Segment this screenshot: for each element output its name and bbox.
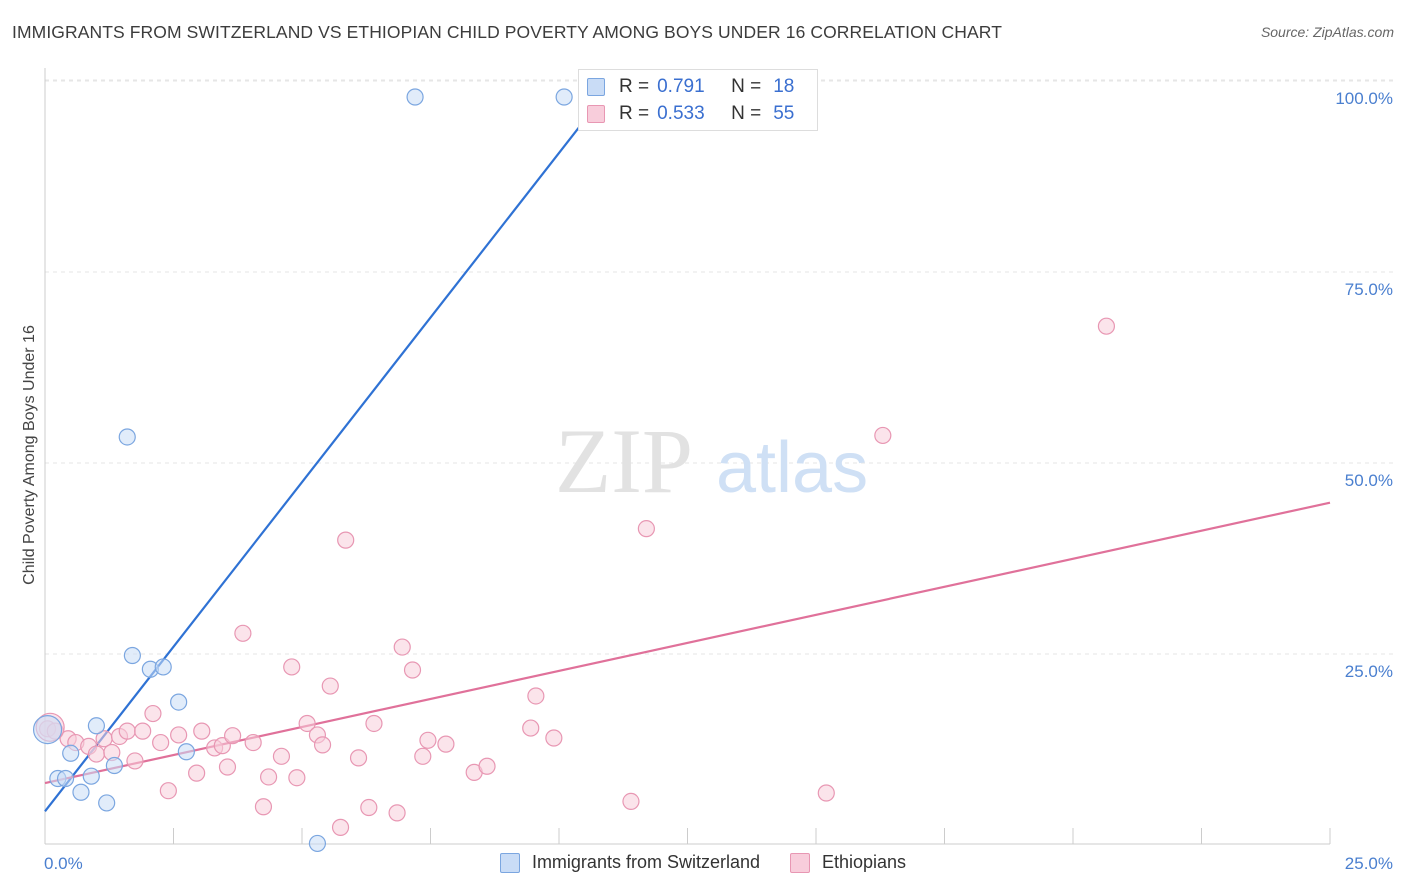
- point-ethiopians: [188, 764, 206, 782]
- point-ethiopians: [874, 426, 892, 445]
- point-ethiopians: [527, 687, 545, 705]
- legend-label-switzerland: Immigrants from Switzerland: [531, 852, 760, 872]
- legend-r-value: 0.791: [657, 76, 705, 97]
- legend-n-label: N =: [731, 103, 762, 124]
- point-switzerland: [177, 743, 195, 761]
- y-tick-label: 25.0%: [1345, 662, 1393, 681]
- point-switzerland: [406, 88, 424, 106]
- point-ethiopians: [259, 768, 278, 786]
- point-switzerland: [87, 717, 106, 735]
- legend-r-label: R =: [619, 76, 650, 97]
- point-ethiopians: [403, 661, 422, 679]
- point-ethiopians: [637, 520, 655, 538]
- point-switzerland: [105, 756, 123, 775]
- point-switzerland: [118, 428, 136, 446]
- point-ethiopians: [144, 704, 162, 723]
- legend-row-switzerland: R = 0.791 N = 18: [587, 76, 794, 98]
- point-ethiopians: [360, 798, 378, 817]
- point-switzerland: [56, 769, 75, 788]
- point-ethiopians: [337, 531, 355, 549]
- point-switzerland: [123, 646, 141, 665]
- y-axis-label: Child Poverty Among Boys Under 16: [21, 325, 38, 585]
- point-ethiopians: [283, 658, 301, 676]
- point-ethiopians: [272, 747, 291, 765]
- axes: [44, 68, 1331, 845]
- point-ethiopians: [218, 758, 237, 776]
- legend-item-switzerland: Immigrants from Switzerland: [499, 852, 760, 873]
- legend-n-value: 18: [773, 76, 795, 97]
- trend-lines: [44, 96, 1331, 813]
- trend-line-ethiopians: [44, 501, 1331, 785]
- point-ethiopians: [478, 757, 496, 775]
- point-ethiopians: [298, 714, 316, 733]
- watermark-zip: ZIP: [555, 410, 693, 512]
- legend-label-ethiopians: Ethiopians: [822, 852, 907, 872]
- point-ethiopians: [393, 638, 411, 656]
- y-tick-label: 50.0%: [1345, 471, 1393, 490]
- point-ethiopians: [234, 624, 252, 642]
- tick-labels: 25.0% 50.0% 75.0% 100.0% 0.0% 25.0%: [44, 89, 1393, 873]
- point-ethiopians: [152, 733, 170, 752]
- point-ethiopians: [437, 735, 455, 753]
- point-ethiopians: [817, 784, 835, 802]
- watermark-atlas: atlas: [716, 428, 868, 508]
- source-credit: Source: ZipAtlas.com: [1260, 24, 1394, 40]
- point-ethiopians: [321, 677, 339, 695]
- legend-r-value: 0.533: [657, 103, 705, 124]
- y-tick-label: 75.0%: [1345, 280, 1393, 299]
- x-tick-label: 0.0%: [44, 854, 83, 873]
- legend-swatch-pink: [790, 852, 810, 873]
- point-ethiopians: [126, 752, 144, 770]
- stats-legend: R = 0.791 N = 18 R = 0.533 N = 55: [578, 69, 818, 131]
- point-ethiopians: [213, 737, 231, 755]
- point-ethiopians: [388, 804, 406, 822]
- point-ethiopians: [159, 782, 177, 800]
- point-switzerland: [98, 794, 116, 812]
- point-ethiopians: [118, 722, 136, 740]
- legend-row-ethiopians: R = 0.533 N = 55: [587, 103, 794, 125]
- point-ethiopians: [87, 745, 106, 763]
- point-ethiopians: [419, 731, 437, 749]
- x-tick-label: 25.0%: [1345, 854, 1393, 873]
- trend-line-switzerland: [44, 96, 604, 813]
- legend-swatch-blue: [499, 852, 520, 873]
- point-ethiopians: [193, 722, 211, 740]
- point-switzerland: [72, 783, 90, 801]
- series-legend: Immigrants from Switzerland Ethiopians: [0, 852, 1406, 873]
- point-ethiopians: [224, 727, 242, 745]
- point-ethiopians: [545, 729, 563, 747]
- point-ethiopians: [313, 736, 332, 754]
- legend-r-label: R =: [619, 103, 650, 124]
- legend-n-value: 55: [773, 103, 795, 124]
- data-points: [32, 88, 1116, 853]
- point-ethiopians: [331, 818, 350, 836]
- grid-lines: [45, 79, 1395, 655]
- point-switzerland: [308, 834, 327, 853]
- point-ethiopians: [254, 798, 273, 816]
- point-switzerland: [555, 88, 573, 106]
- point-switzerland: [82, 767, 100, 785]
- legend-n-label: N =: [731, 76, 762, 97]
- legend-swatch-blue: [587, 78, 605, 96]
- point-ethiopians: [1097, 317, 1116, 335]
- chart-title: IMMIGRANTS FROM SWITZERLAND VS ETHIOPIAN…: [12, 22, 1002, 42]
- point-ethiopians: [244, 733, 262, 752]
- point-ethiopians: [414, 747, 432, 765]
- point-ethiopians: [288, 769, 306, 787]
- point-switzerland: [170, 693, 188, 711]
- legend-item-ethiopians: Ethiopians: [790, 852, 906, 873]
- point-ethiopians: [522, 719, 540, 737]
- point-ethiopians: [170, 726, 188, 744]
- point-switzerland: [154, 658, 172, 676]
- point-switzerland: [32, 714, 63, 745]
- y-tick-label: 100.0%: [1335, 89, 1393, 108]
- point-ethiopians: [349, 749, 368, 767]
- point-ethiopians: [134, 722, 152, 740]
- point-switzerland: [62, 744, 80, 762]
- point-ethiopians: [365, 714, 383, 733]
- legend-swatch-pink: [587, 105, 605, 123]
- point-ethiopians: [622, 792, 640, 811]
